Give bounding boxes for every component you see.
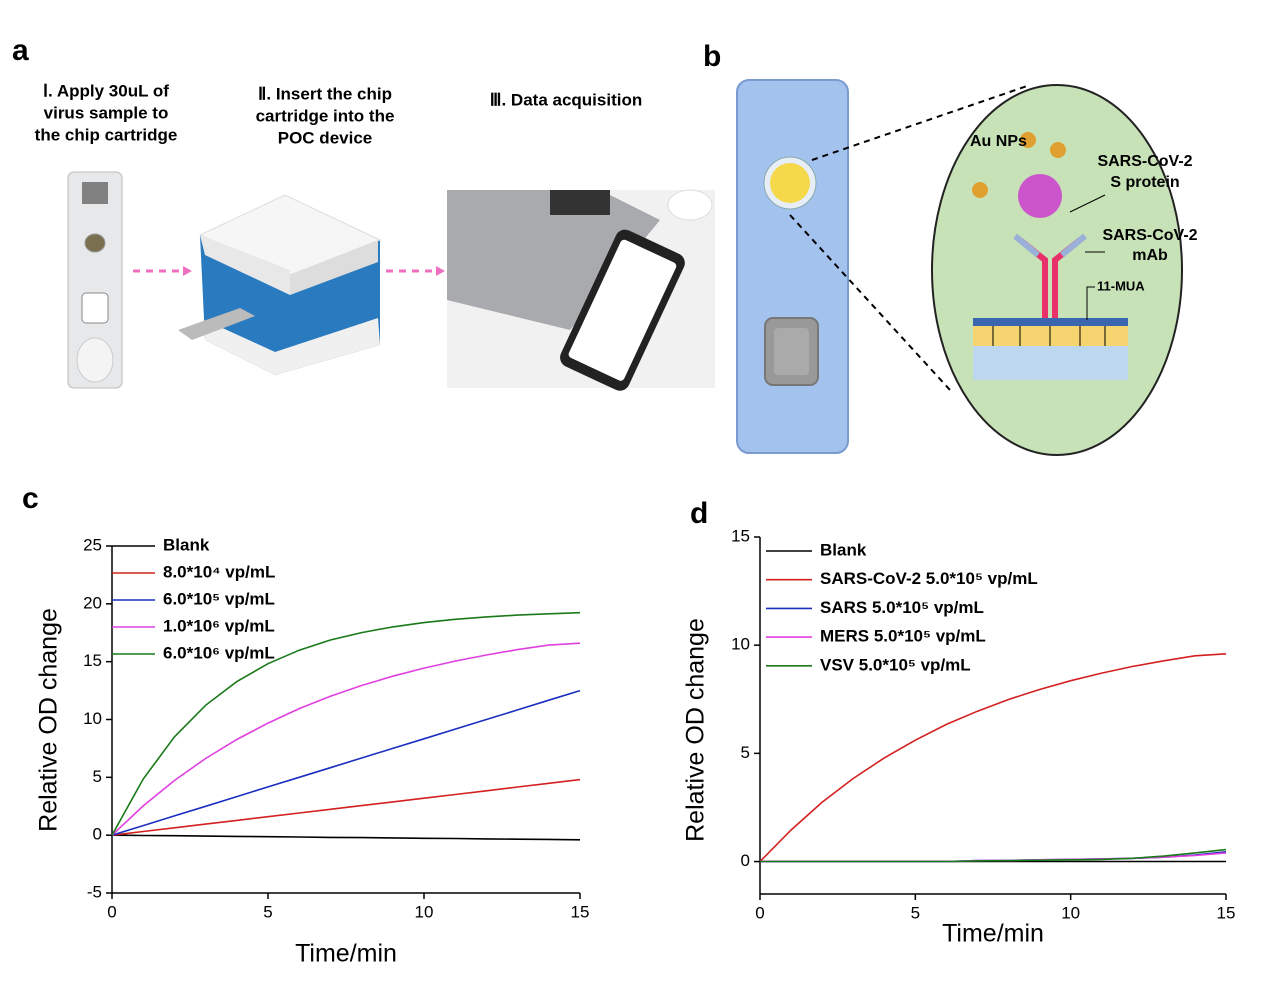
step-text: Ⅱ. Insert the chip <box>258 84 392 103</box>
data-line <box>760 848 1227 863</box>
y-tick-label: 10 <box>83 709 102 728</box>
y-tick-label: 15 <box>731 526 750 545</box>
step-text: Ⅰ. Apply 30uL of <box>43 81 169 100</box>
legend-label: Blank <box>820 540 867 559</box>
y-tick-label: 20 <box>83 593 102 612</box>
x-axis-title: Time/min <box>295 940 397 968</box>
y-tick-label: 25 <box>83 535 102 554</box>
legend-label: 6.0*10⁵ vp/mL <box>163 589 275 608</box>
laptop-phone-photo <box>447 189 715 391</box>
y-tick-label: 5 <box>93 767 102 786</box>
x-tick-label: 15 <box>1217 903 1236 922</box>
legend-label: SARS 5.0*10⁵ vp/mL <box>820 598 984 617</box>
data-line <box>111 834 581 841</box>
diagram-label: 11-MUA <box>1097 278 1145 293</box>
y-axis-title: Relative OD change <box>682 618 710 842</box>
diagram-label: Au NPs <box>970 133 1027 150</box>
legend-label: MERS 5.0*10⁵ vp/mL <box>820 627 986 646</box>
panel-label: a <box>12 34 29 67</box>
data-line <box>111 689 581 836</box>
legend-label: 1.0*10⁶ vp/mL <box>163 616 275 635</box>
y-tick-label: 0 <box>741 851 750 870</box>
step-text: the chip cartridge <box>35 125 178 144</box>
x-tick-label: 0 <box>107 902 116 921</box>
step-text: virus sample to <box>44 103 169 122</box>
legend-label: 6.0*10⁶ vp/mL <box>163 643 275 662</box>
diagram-label: mAb <box>1132 247 1168 264</box>
diagram-label: SARS-CoV-2 <box>1102 227 1197 244</box>
data-line <box>111 778 581 836</box>
poc-device <box>178 194 382 375</box>
diagram-label: S protein <box>1110 174 1179 191</box>
y-tick-label: -5 <box>87 882 102 901</box>
panel-label: d <box>690 497 708 530</box>
cartridge <box>67 171 123 389</box>
step-text: cartridge into the <box>256 106 395 125</box>
panel-label: c <box>22 482 39 515</box>
data-line <box>111 642 581 836</box>
y-tick-label: 0 <box>93 825 102 844</box>
x-tick-label: 15 <box>571 902 590 921</box>
x-tick-label: 10 <box>1061 903 1080 922</box>
diagram-label: SARS-CoV-2 <box>1097 153 1192 170</box>
legend-label: 8.0*10⁴ vp/mL <box>163 562 275 581</box>
chip-cartridge-diagram <box>736 79 1183 456</box>
y-axis-title: Relative OD change <box>35 608 63 832</box>
data-line <box>759 653 1227 863</box>
legend-label: Blank <box>163 535 210 554</box>
y-tick-label: 5 <box>741 743 750 762</box>
x-tick-label: 10 <box>415 902 434 921</box>
legend-label: VSV 5.0*10⁵ vp/mL <box>820 655 971 674</box>
panel-label: b <box>703 40 721 73</box>
step-text: Ⅲ. Data acquisition <box>490 90 642 109</box>
x-axis-title: Time/min <box>942 920 1044 948</box>
step-text: POC device <box>278 128 373 147</box>
x-tick-label: 0 <box>755 903 764 922</box>
legend-label: SARS-CoV-2 5.0*10⁵ vp/mL <box>820 569 1038 588</box>
x-tick-label: 5 <box>263 902 272 921</box>
x-tick-label: 5 <box>911 903 920 922</box>
arrows <box>133 266 445 276</box>
data-line <box>111 611 581 836</box>
y-tick-label: 10 <box>731 635 750 654</box>
y-tick-label: 15 <box>83 651 102 670</box>
